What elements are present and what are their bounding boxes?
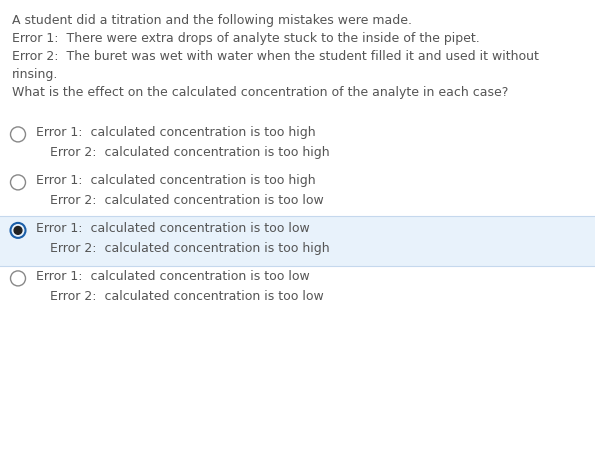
Text: rinsing.: rinsing. (12, 68, 58, 81)
Text: Error 1:  calculated concentration is too low: Error 1: calculated concentration is too… (36, 222, 310, 235)
Text: A student did a titration and the following mistakes were made.: A student did a titration and the follow… (12, 14, 412, 27)
Text: Error 1:  There were extra drops of analyte stuck to the inside of the pipet.: Error 1: There were extra drops of analy… (12, 32, 480, 45)
Text: Error 1:  calculated concentration is too high: Error 1: calculated concentration is too… (36, 174, 315, 187)
Text: Error 2:  calculated concentration is too high: Error 2: calculated concentration is too… (50, 146, 330, 159)
Text: Error 2:  calculated concentration is too low: Error 2: calculated concentration is too… (50, 194, 324, 207)
Circle shape (14, 226, 22, 234)
Text: Error 1:  calculated concentration is too low: Error 1: calculated concentration is too… (36, 270, 310, 283)
Text: What is the effect on the calculated concentration of the analyte in each case?: What is the effect on the calculated con… (12, 86, 508, 99)
Bar (0, 216, 595, 266)
Text: Error 2:  calculated concentration is too high: Error 2: calculated concentration is too… (50, 242, 330, 255)
Text: Error 2:  calculated concentration is too low: Error 2: calculated concentration is too… (50, 290, 324, 303)
Text: Error 1:  calculated concentration is too high: Error 1: calculated concentration is too… (36, 126, 315, 139)
Text: Error 2:  The buret was wet with water when the student filled it and used it wi: Error 2: The buret was wet with water wh… (12, 50, 539, 63)
